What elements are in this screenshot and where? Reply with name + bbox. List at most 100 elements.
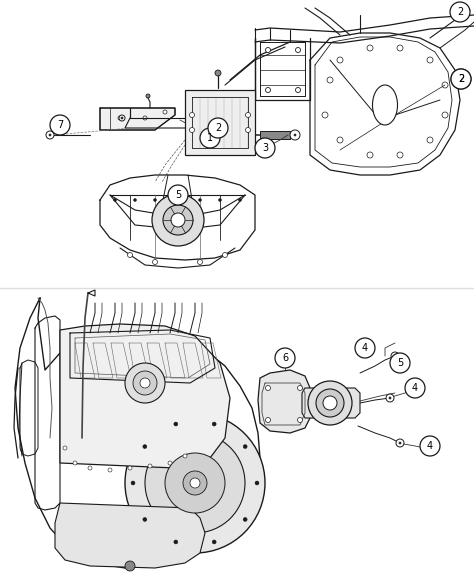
Circle shape [427,137,433,143]
Polygon shape [302,388,360,418]
Circle shape [183,471,207,495]
Circle shape [323,396,337,410]
Circle shape [265,418,271,423]
Circle shape [397,45,403,51]
Circle shape [118,116,122,120]
Circle shape [63,446,67,450]
Circle shape [246,112,250,118]
Circle shape [246,127,250,132]
Circle shape [108,468,112,472]
Circle shape [168,185,188,205]
Circle shape [377,97,393,113]
Circle shape [215,70,221,76]
Text: 2: 2 [458,74,464,84]
Circle shape [316,389,344,417]
Circle shape [146,94,150,98]
Circle shape [125,561,135,571]
Bar [0,288,474,576]
Circle shape [219,199,221,202]
Circle shape [322,112,328,118]
Circle shape [168,461,172,465]
Circle shape [390,353,410,373]
Circle shape [451,69,471,89]
Circle shape [143,116,147,120]
Circle shape [198,260,202,264]
Circle shape [128,252,133,257]
Circle shape [163,205,193,235]
Circle shape [131,481,135,485]
Text: 1: 1 [207,133,213,143]
Circle shape [113,199,117,202]
Circle shape [125,413,265,553]
Circle shape [308,381,352,425]
Bar [0,0,474,288]
Polygon shape [100,108,175,130]
Circle shape [50,115,70,135]
Circle shape [386,394,394,402]
Circle shape [427,57,433,63]
Text: 2: 2 [458,74,464,84]
Circle shape [190,478,200,488]
Text: 4: 4 [412,383,418,393]
Circle shape [394,355,396,357]
Circle shape [396,439,404,447]
Circle shape [199,199,201,202]
Circle shape [208,118,228,138]
Circle shape [442,82,448,88]
Circle shape [171,213,185,227]
Circle shape [128,466,132,470]
Circle shape [174,540,178,544]
Circle shape [405,378,425,398]
Circle shape [121,117,123,119]
Circle shape [145,433,245,533]
Circle shape [294,134,296,136]
Text: 3: 3 [262,143,268,153]
Circle shape [327,77,333,83]
Circle shape [46,131,54,139]
Circle shape [73,461,77,465]
Circle shape [153,260,157,264]
Circle shape [367,152,373,158]
Circle shape [450,2,470,22]
Circle shape [295,88,301,93]
Circle shape [154,199,156,202]
Text: 5: 5 [397,358,403,368]
Circle shape [140,378,150,388]
Circle shape [290,130,300,140]
Circle shape [420,436,440,456]
Circle shape [337,57,343,63]
Circle shape [265,47,271,52]
Circle shape [255,481,259,485]
Circle shape [183,454,187,458]
Circle shape [337,137,343,143]
Circle shape [119,115,125,121]
Polygon shape [258,370,310,433]
Text: 2: 2 [215,123,221,133]
Text: 6: 6 [282,353,288,363]
Circle shape [148,464,152,468]
Circle shape [143,445,147,449]
Circle shape [125,363,165,403]
Circle shape [397,152,403,158]
Circle shape [442,112,448,118]
Circle shape [255,138,275,158]
Circle shape [275,348,295,368]
Text: 7: 7 [57,120,63,130]
Circle shape [238,199,241,202]
Circle shape [190,127,194,132]
Ellipse shape [373,85,398,125]
Circle shape [174,422,178,426]
Circle shape [243,517,247,521]
Circle shape [367,45,373,51]
Circle shape [451,69,471,89]
Circle shape [355,338,375,358]
Polygon shape [55,503,205,568]
Polygon shape [260,131,290,139]
Circle shape [222,252,228,257]
Circle shape [391,352,399,360]
Circle shape [212,540,216,544]
Circle shape [165,453,225,513]
Circle shape [152,194,204,246]
Text: 2: 2 [457,7,463,17]
Circle shape [88,466,92,470]
